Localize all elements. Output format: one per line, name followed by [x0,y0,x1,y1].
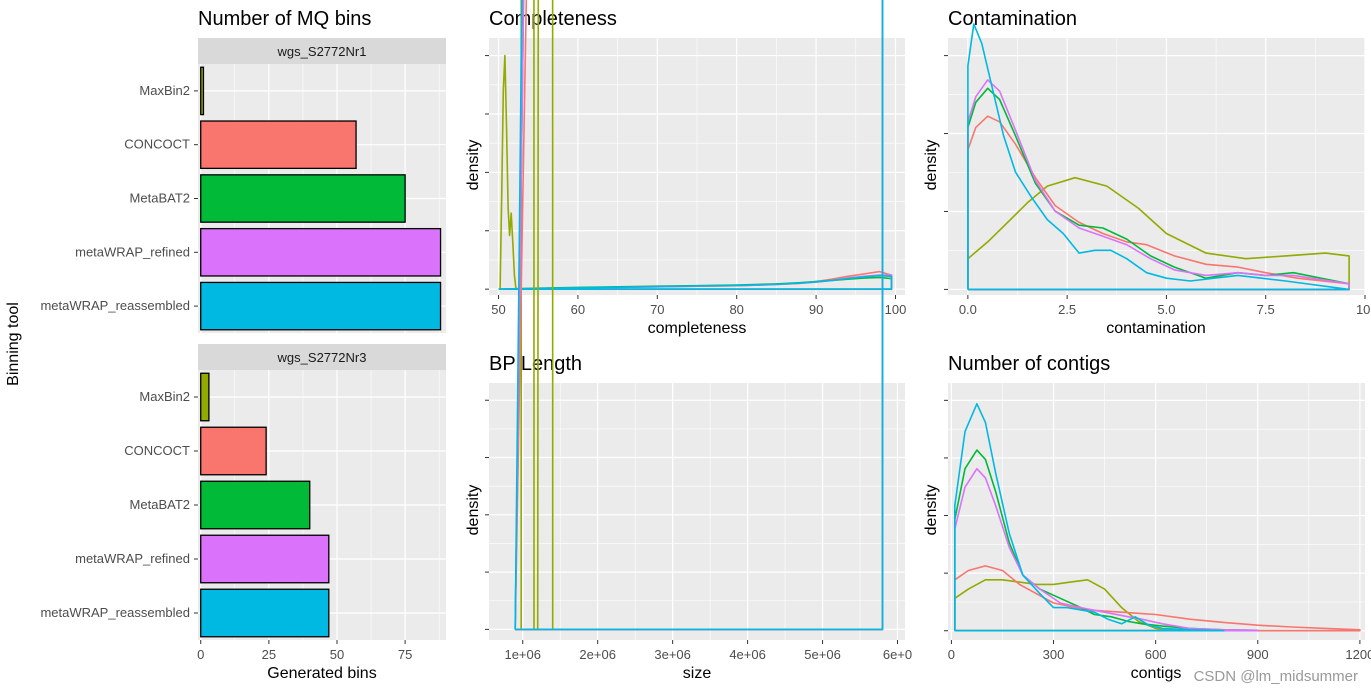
contigs-panel: 0 300 600 900 1200 [944,383,1371,662]
x-tick-label: 1200 [1345,647,1371,662]
x-tick-label: 600 [1145,647,1167,662]
x-tick-label: 1e+06 [504,647,541,662]
strip-bottom-bg [198,344,446,370]
x-tick-label: 25 [262,647,276,662]
x-tick-label: 100 [885,302,907,317]
category-label: metaWRAP_reassembled [40,605,190,620]
density-line-metaWRAP_reassembled [498,274,893,290]
mq-bins-panel-top: MaxBin2 CONCOCT MetaBAT2 metaWRAP_refinedme… [40,64,446,333]
x-tick-label: 80 [729,302,743,317]
x-tick-label: 0 [948,647,955,662]
bar-MaxBin2 [200,66,205,116]
contamination-y-label: density [923,140,940,191]
x-tick-label: 300 [1043,647,1065,662]
x-tick-label: 10. [1356,302,1371,317]
completeness-panel: 50 60 70 80 90 100 [485,38,906,317]
x-tick-label: 2.5 [1058,302,1076,317]
strip-top-bg [198,38,446,64]
contamination-panel: 0.0 2.5 5.0 7.5 10. [944,23,1371,317]
completeness-x-label: completeness [648,320,747,337]
x-tick-label: 5e+06 [804,647,841,662]
x-tick-label: 7.5 [1257,302,1275,317]
contamination-title: Contamination [948,8,1077,30]
category-label: CONCOCT [124,443,190,458]
bp-length-x-label: size [683,665,712,682]
density-line-MaxBin2 [967,176,1350,291]
density-line-metaWRAP_refined [967,79,1350,291]
bp-length-y-label: density [465,485,482,536]
bar-MaxBin2 [200,372,210,422]
bp-length-panel: 1e+06 2e+06 3e+06 4e+06 5e+06 6e+0 [485,0,912,662]
x-tick-label: 5.0 [1157,302,1175,317]
category-label: metaWRAP_refined [75,551,190,566]
bar-CONCOCT [200,120,357,170]
bar-metaWRAP_refined [200,534,330,584]
density-line-MetaBAT2 [967,87,1350,291]
mq-bins-x-label: Generated bins [267,665,376,682]
density-line-CONCOCT [954,565,1361,632]
bar-metaWRAP_reassembled [200,281,442,331]
x-tick-label: 75 [398,647,412,662]
x-tick-label: 60 [571,302,585,317]
panel-bg [948,38,1365,295]
x-tick-label: 50 [491,302,505,317]
x-tick-label: 90 [809,302,823,317]
bar-MetaBAT2 [200,174,406,223]
strip-bottom-label: wgs_S2772Nr3 [277,350,367,365]
bar-MetaBAT2 [200,480,311,530]
category-label: CONCOCT [124,137,190,152]
density-line-CONCOCT [967,115,1350,291]
x-tick-label: 70 [650,302,664,317]
completeness-y-label: density [465,140,482,191]
density-line-MaxBin2 [954,579,1191,632]
contigs-x-label: contigs [1131,665,1182,682]
contigs-title: Number of contigs [948,353,1110,375]
bp-length-title: BP Length [489,353,582,375]
bar-metaWRAP_reassembled [200,588,330,638]
mq-bins-x-axis: 0 25 50 75 [197,640,412,662]
category-label: metaWRAP_reassembled [40,298,190,313]
density-line-metaWRAP_reassembled [954,403,1225,632]
density-line-metaWRAP_refined [954,467,1259,632]
x-tick-label: 2e+06 [579,647,616,662]
panel-bg [948,383,1365,640]
x-tick-label: 3e+06 [654,647,691,662]
x-tick-label: 50 [330,647,344,662]
bar-CONCOCT [200,426,267,476]
category-label: MetaBAT2 [130,191,190,206]
category-label: MaxBin2 [139,83,190,98]
density-line-metaWRAP_reassembled [967,23,1350,291]
mq-bins-y-label: Binning tool [5,302,22,386]
density-line-MaxBin2 [499,54,517,290]
x-tick-label: 6e+0 [883,647,912,662]
mq-bins-title: Number of MQ bins [198,8,371,30]
x-tick-label: 0 [197,647,204,662]
x-tick-label: 900 [1247,647,1269,662]
category-label: MetaBAT2 [130,497,190,512]
contigs-y-label: density [923,485,940,536]
x-tick-label: 4e+06 [729,647,766,662]
category-label: MaxBin2 [139,389,190,404]
bar-metaWRAP_refined [200,227,442,277]
x-tick-label: 0.0 [959,302,977,317]
mq-bins-panel-bottom: MaxBin2 CONCOCT MetaBAT2 metaWRAP_refinedme… [40,370,446,640]
panel-bg [489,383,905,640]
strip-top-label: wgs_S2772Nr1 [277,44,367,59]
category-label: metaWRAP_refined [75,244,190,259]
contamination-x-label: contamination [1106,320,1206,337]
watermark: CSDN @lm_midsummer [1194,668,1358,685]
